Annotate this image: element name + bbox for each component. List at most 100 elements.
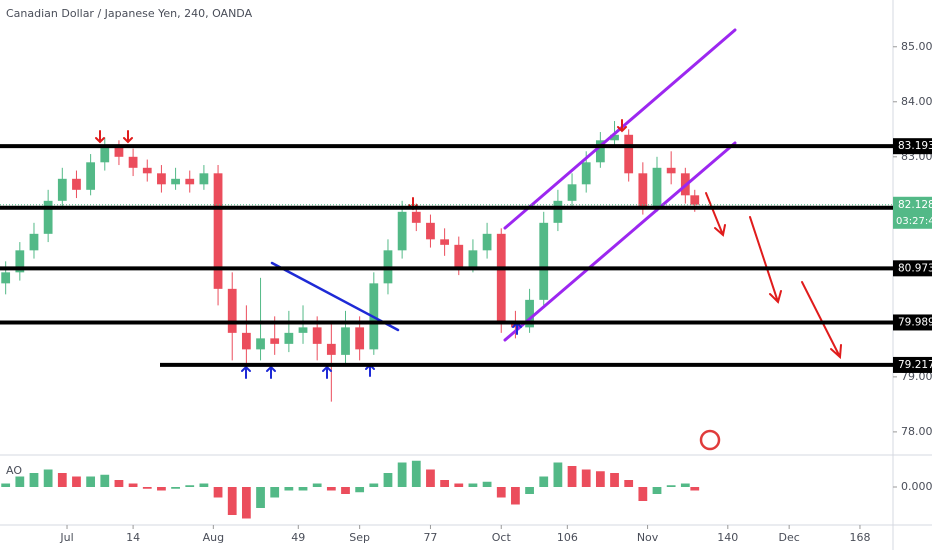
candle-body bbox=[100, 145, 110, 163]
candle-body bbox=[213, 173, 223, 289]
ao-bar bbox=[680, 483, 690, 487]
ao-bar bbox=[595, 471, 605, 487]
x-tick-label: Aug bbox=[203, 531, 224, 544]
x-tick-label: 77 bbox=[423, 531, 437, 544]
ao-bar bbox=[567, 466, 577, 487]
candle-body bbox=[496, 233, 506, 322]
candle-body bbox=[72, 178, 81, 190]
ao-bar bbox=[29, 473, 39, 487]
ao-bar bbox=[114, 480, 124, 487]
arrow bbox=[705, 192, 726, 237]
ao-bar bbox=[369, 483, 379, 487]
candle-body bbox=[114, 145, 124, 157]
ao-bar bbox=[284, 487, 294, 491]
candle-body bbox=[525, 299, 534, 328]
candle-body bbox=[690, 195, 700, 205]
ao-bar bbox=[142, 487, 152, 489]
arrow bbox=[241, 365, 251, 379]
arrow bbox=[266, 365, 276, 379]
candle-body bbox=[270, 338, 280, 344]
y-tick-label: 85.000 bbox=[901, 40, 932, 53]
arrow bbox=[617, 119, 627, 133]
ao-bar bbox=[397, 462, 407, 487]
level-label: 79.989 bbox=[898, 316, 932, 328]
ao-bar bbox=[539, 476, 549, 487]
candle-body bbox=[199, 173, 209, 185]
candle-body bbox=[539, 222, 549, 300]
arrow bbox=[95, 130, 105, 144]
candle-body bbox=[185, 178, 195, 185]
y-tick-label: 78.000 bbox=[901, 425, 932, 438]
ao-bar bbox=[383, 473, 393, 487]
candle-body bbox=[355, 327, 365, 350]
candle-body bbox=[411, 211, 421, 223]
x-tick-label: Oct bbox=[492, 531, 512, 544]
ao-bar bbox=[256, 487, 265, 508]
ao-bar bbox=[426, 469, 435, 487]
candle-body bbox=[227, 288, 237, 333]
ao-bar bbox=[15, 476, 25, 487]
ao-bar bbox=[638, 487, 648, 501]
candle-body bbox=[43, 200, 53, 234]
candle-body bbox=[652, 167, 662, 207]
candle-body bbox=[256, 338, 265, 350]
ao-bar bbox=[57, 473, 67, 487]
candle-body bbox=[341, 327, 350, 355]
candle-body bbox=[29, 233, 39, 251]
candle-body bbox=[86, 162, 96, 190]
candle-body bbox=[1, 272, 11, 284]
x-tick-label: 106 bbox=[557, 531, 578, 544]
ao-bar bbox=[213, 487, 223, 498]
ao-bar bbox=[157, 487, 166, 491]
ao-bar bbox=[666, 485, 676, 487]
candle-body bbox=[624, 134, 634, 174]
x-tick-label: 140 bbox=[717, 531, 738, 544]
candle-body bbox=[326, 343, 336, 355]
candle-body bbox=[426, 222, 435, 240]
ao-tick-label: 0.000 bbox=[901, 480, 932, 493]
y-tick-label: 79.000 bbox=[901, 370, 932, 383]
candle-body bbox=[454, 244, 464, 267]
ao-bar bbox=[624, 480, 634, 487]
candle-body bbox=[171, 178, 180, 185]
price-label: 82.128 bbox=[898, 199, 932, 211]
level-label: 80.973 bbox=[898, 262, 932, 274]
drawings bbox=[95, 28, 842, 451]
ao-bar bbox=[185, 485, 195, 487]
ao-bar bbox=[496, 487, 506, 498]
logo bbox=[699, 429, 721, 451]
ao-bar bbox=[581, 469, 591, 487]
ao-bar bbox=[270, 487, 280, 498]
ao-bar bbox=[86, 476, 96, 487]
ao-bar bbox=[411, 460, 421, 487]
ao-bar bbox=[511, 487, 520, 505]
x-tick-label: Nov bbox=[637, 531, 659, 544]
ao-bar bbox=[298, 487, 308, 491]
ao-bar bbox=[440, 480, 450, 487]
ao-bar bbox=[610, 473, 619, 487]
channel-line bbox=[503, 141, 737, 342]
ao-bar bbox=[199, 483, 209, 487]
level-label-box bbox=[893, 356, 932, 373]
level-label: 83.193 bbox=[898, 140, 932, 152]
candle-body bbox=[128, 156, 138, 168]
candle-body bbox=[468, 250, 478, 267]
candle-body bbox=[553, 200, 563, 223]
candle-body bbox=[595, 140, 605, 163]
level-label-box bbox=[893, 138, 932, 155]
x-tick-label: 49 bbox=[291, 531, 305, 544]
ao-bar bbox=[355, 487, 365, 493]
ao-bar bbox=[241, 487, 251, 519]
ao-bar bbox=[100, 474, 110, 487]
price-label-box bbox=[893, 196, 932, 229]
ao-bar bbox=[326, 487, 336, 491]
candle-body bbox=[610, 134, 619, 141]
ao-bar bbox=[171, 487, 180, 489]
ao-bar bbox=[227, 487, 237, 515]
candle-body bbox=[15, 250, 25, 273]
x-tick-label: Sep bbox=[349, 531, 370, 544]
ao-bar bbox=[690, 487, 700, 491]
candle-body bbox=[567, 184, 577, 201]
